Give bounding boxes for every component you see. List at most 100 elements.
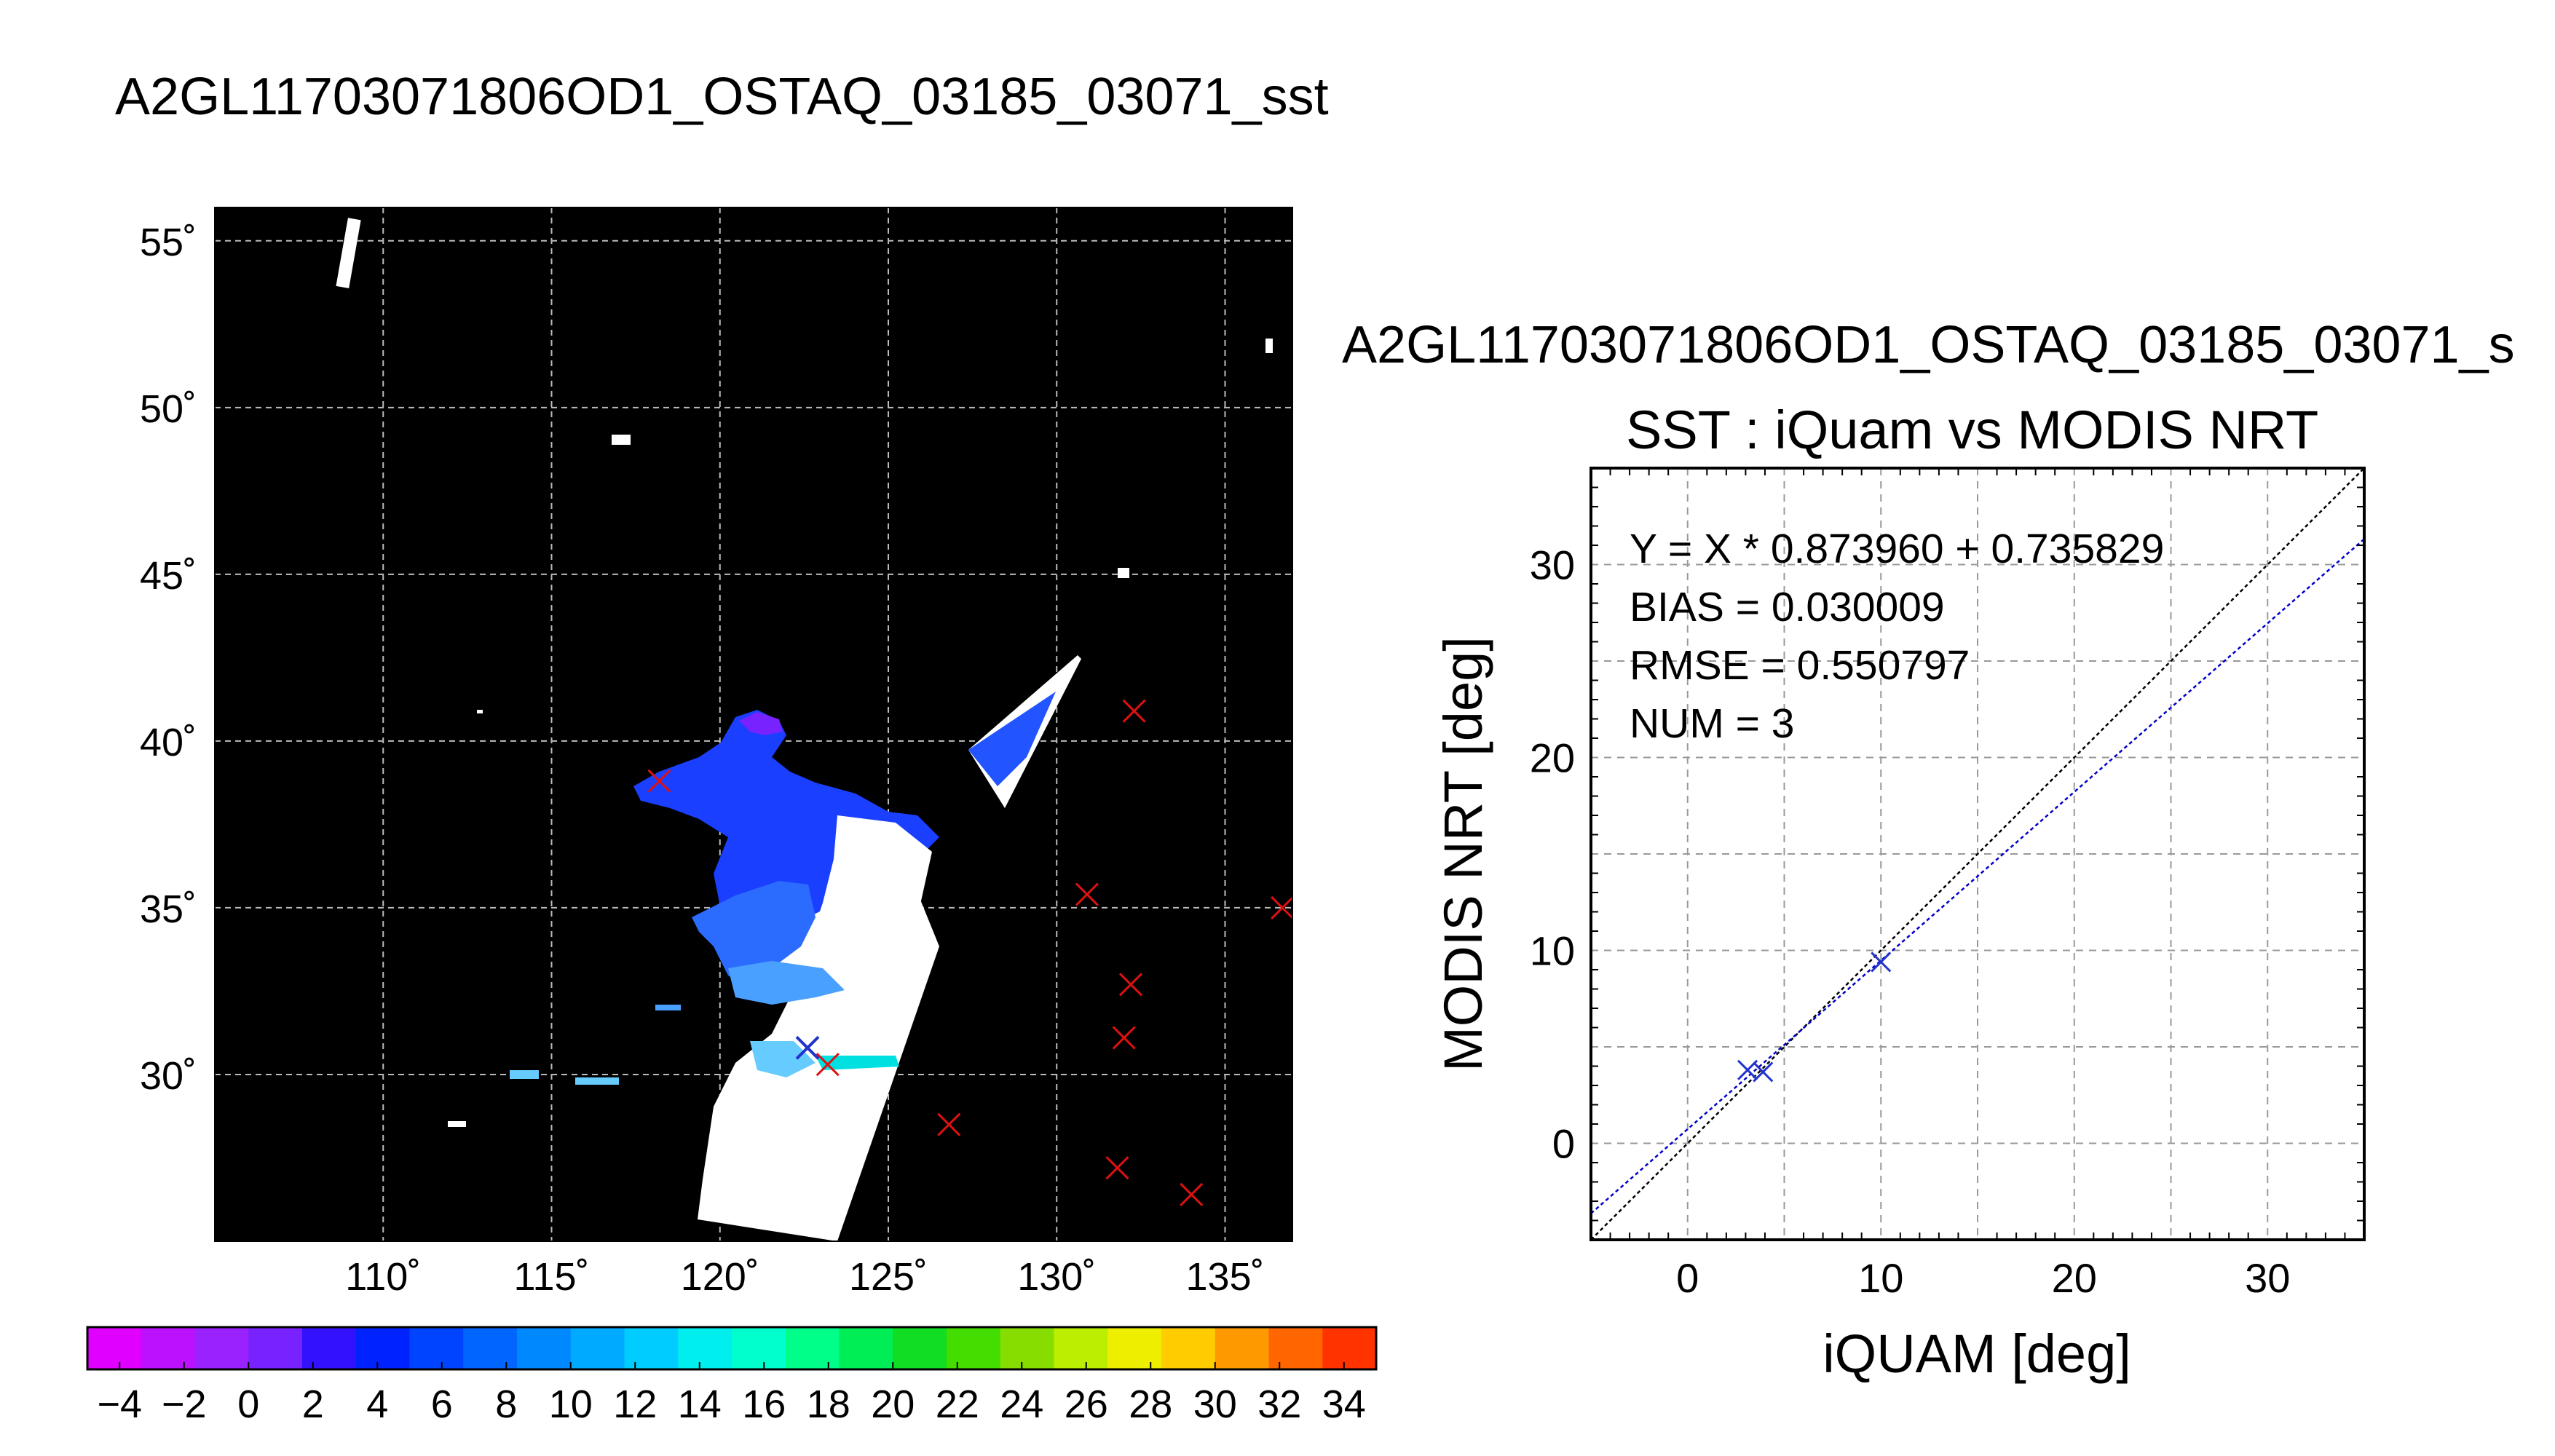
cloud-speck	[575, 1077, 619, 1085]
scatter-plot: 0 10 20 30 0 10 20 30 Y = X * 0.873960 + 0.7358…	[1433, 467, 2366, 1384]
lon-tick-label: 135˚	[1185, 1255, 1264, 1299]
colorbar-tick-label: 12	[613, 1382, 657, 1426]
colorbar-segment	[248, 1327, 303, 1369]
y-axis-label: MODIS NRT [deg]	[1433, 636, 1493, 1072]
colorbar-tick-label: 26	[1065, 1382, 1108, 1426]
colorbar-tick-label: 34	[1322, 1382, 1366, 1426]
fit-annotation: BIAS = 0.030009	[1630, 584, 1945, 630]
cloud-speck	[336, 218, 361, 288]
scatter-subtitle: SST : iQuam vs MODIS NRT	[1626, 400, 2319, 460]
iquam-marker	[1122, 699, 1146, 723]
lon-tick-label: 130˚	[1017, 1255, 1096, 1299]
iquam-marker	[1075, 882, 1099, 906]
colorbar-tick-label: 8	[495, 1382, 517, 1426]
cloud-speck	[655, 1005, 681, 1010]
bohai-sst	[739, 712, 783, 735]
iquam-marker	[1112, 1026, 1136, 1050]
colorbar-segment	[87, 1327, 142, 1369]
colorbar-segment	[1107, 1327, 1162, 1369]
colorbar-segment	[355, 1327, 410, 1369]
regression-line	[1591, 538, 2364, 1214]
colorbar-segment	[409, 1327, 464, 1369]
iquam-marker	[816, 1053, 840, 1077]
colorbar-tick-label: 4	[366, 1382, 388, 1426]
colorbar-segment	[194, 1327, 249, 1369]
colorbar-tick-label: −4	[97, 1382, 142, 1426]
iquam-marker	[937, 1112, 961, 1136]
colorbar-tick-label: 24	[1000, 1382, 1043, 1426]
cloud-speck	[1118, 568, 1129, 578]
colorbar-segment	[517, 1327, 572, 1369]
iquam-marker	[1271, 895, 1292, 919]
y-tick-label: 30	[1530, 542, 1575, 588]
colorbar-segment	[1000, 1327, 1054, 1369]
coastal-sst-light	[728, 961, 845, 1005]
scatter-lines	[1591, 468, 2364, 1240]
coast-cyan-strip	[816, 1056, 899, 1070]
colorbar-tick-label: 14	[678, 1382, 722, 1426]
scatter-frame	[1590, 467, 2366, 1241]
colorbar-tick-label: 22	[936, 1382, 979, 1426]
colorbar-segment	[463, 1327, 518, 1369]
scatter-grid	[1591, 468, 2364, 1240]
scatter-point	[1753, 1061, 1774, 1083]
colorbar-tick-label: 32	[1257, 1382, 1301, 1426]
x-tick-label: 0	[1676, 1255, 1699, 1301]
colorbar: −4 −2 0 2 4 6 8 10 12 14 16 18 20 22 24 26 28 30 32 34	[86, 1326, 1378, 1426]
colorbar-tick-label: 28	[1129, 1382, 1172, 1426]
lat-tick-label: 50˚	[140, 387, 197, 431]
colorbar-segment	[302, 1327, 357, 1369]
colorbar-tick-label: 0	[237, 1382, 259, 1426]
lon-tick-label: 125˚	[849, 1255, 928, 1299]
map-tick-labels: 110˚ 115˚ 120˚ 125˚ 130˚ 135˚ 55˚ 50˚ 45˚ 40˚ 35˚ 3…	[140, 221, 1265, 1299]
y-tick-label: 20	[1530, 735, 1575, 781]
colorbar-segment	[1268, 1327, 1323, 1369]
iquam-marker	[1105, 1156, 1129, 1180]
lat-tick-label: 55˚	[140, 221, 197, 264]
colorbar-tick-label: −2	[162, 1382, 207, 1426]
colorbar-frame	[86, 1326, 1378, 1371]
colorbar-tick-label: 16	[742, 1382, 786, 1426]
map-markers	[647, 699, 1292, 1206]
colorbar-segment	[1161, 1327, 1216, 1369]
colorbar-tick-label: 6	[431, 1382, 453, 1426]
colorbar-segment	[141, 1327, 195, 1369]
colorbar-segment	[839, 1327, 893, 1369]
cloud-speck	[1265, 339, 1273, 353]
lat-tick-label: 45˚	[140, 554, 197, 598]
colorbar-segment	[624, 1327, 679, 1369]
y-tick-label: 10	[1530, 928, 1575, 974]
east-china-sea-sst	[692, 881, 816, 990]
colorbar-segment	[947, 1327, 1001, 1369]
x-tick-label: 10	[1858, 1255, 1903, 1301]
scatter-title: A2GL11703071806OD1_OSTAQ_03185_03071_s	[1342, 316, 2515, 374]
iquam-matched-marker	[795, 1035, 820, 1060]
cloud-speck	[510, 1070, 539, 1079]
colorbar-tick-label: 20	[871, 1382, 915, 1426]
lon-tick-label: 115˚	[513, 1255, 589, 1299]
colorbar-segment	[1322, 1327, 1377, 1369]
sst-field	[336, 218, 1273, 1241]
lat-tick-label: 30˚	[140, 1054, 197, 1098]
fit-annotation: NUM = 3	[1630, 700, 1794, 747]
identity-line	[1591, 468, 2364, 1240]
iquam-marker	[1180, 1182, 1204, 1206]
fit-annotation: RMSE = 0.550797	[1630, 642, 1970, 689]
map-frame	[214, 207, 1293, 1242]
sst-map: 110˚ 115˚ 120˚ 125˚ 130˚ 135˚ 55˚ 50˚ 45˚ 40˚ 35˚ 3…	[140, 207, 1293, 1299]
scatter-points	[1737, 951, 1892, 1083]
iquam-marker	[1118, 973, 1143, 997]
cloud-speck	[448, 1121, 466, 1127]
x-tick-label: 30	[2245, 1255, 2290, 1301]
cloud-speck	[477, 710, 483, 713]
japan-sea-sst	[968, 692, 1056, 786]
x-axis-label: iQUAM [deg]	[1823, 1324, 2131, 1384]
estuary-sst	[750, 1041, 816, 1077]
scatter-annotations: Y = X * 0.873960 + 0.735829 BIAS = 0.0300…	[1630, 526, 2164, 747]
lon-tick-label: 120˚	[681, 1255, 759, 1299]
cloud-speck	[612, 435, 631, 445]
lat-tick-label: 35˚	[140, 887, 197, 931]
x-tick-label: 20	[2052, 1255, 2097, 1301]
colorbar-segment	[570, 1327, 625, 1369]
